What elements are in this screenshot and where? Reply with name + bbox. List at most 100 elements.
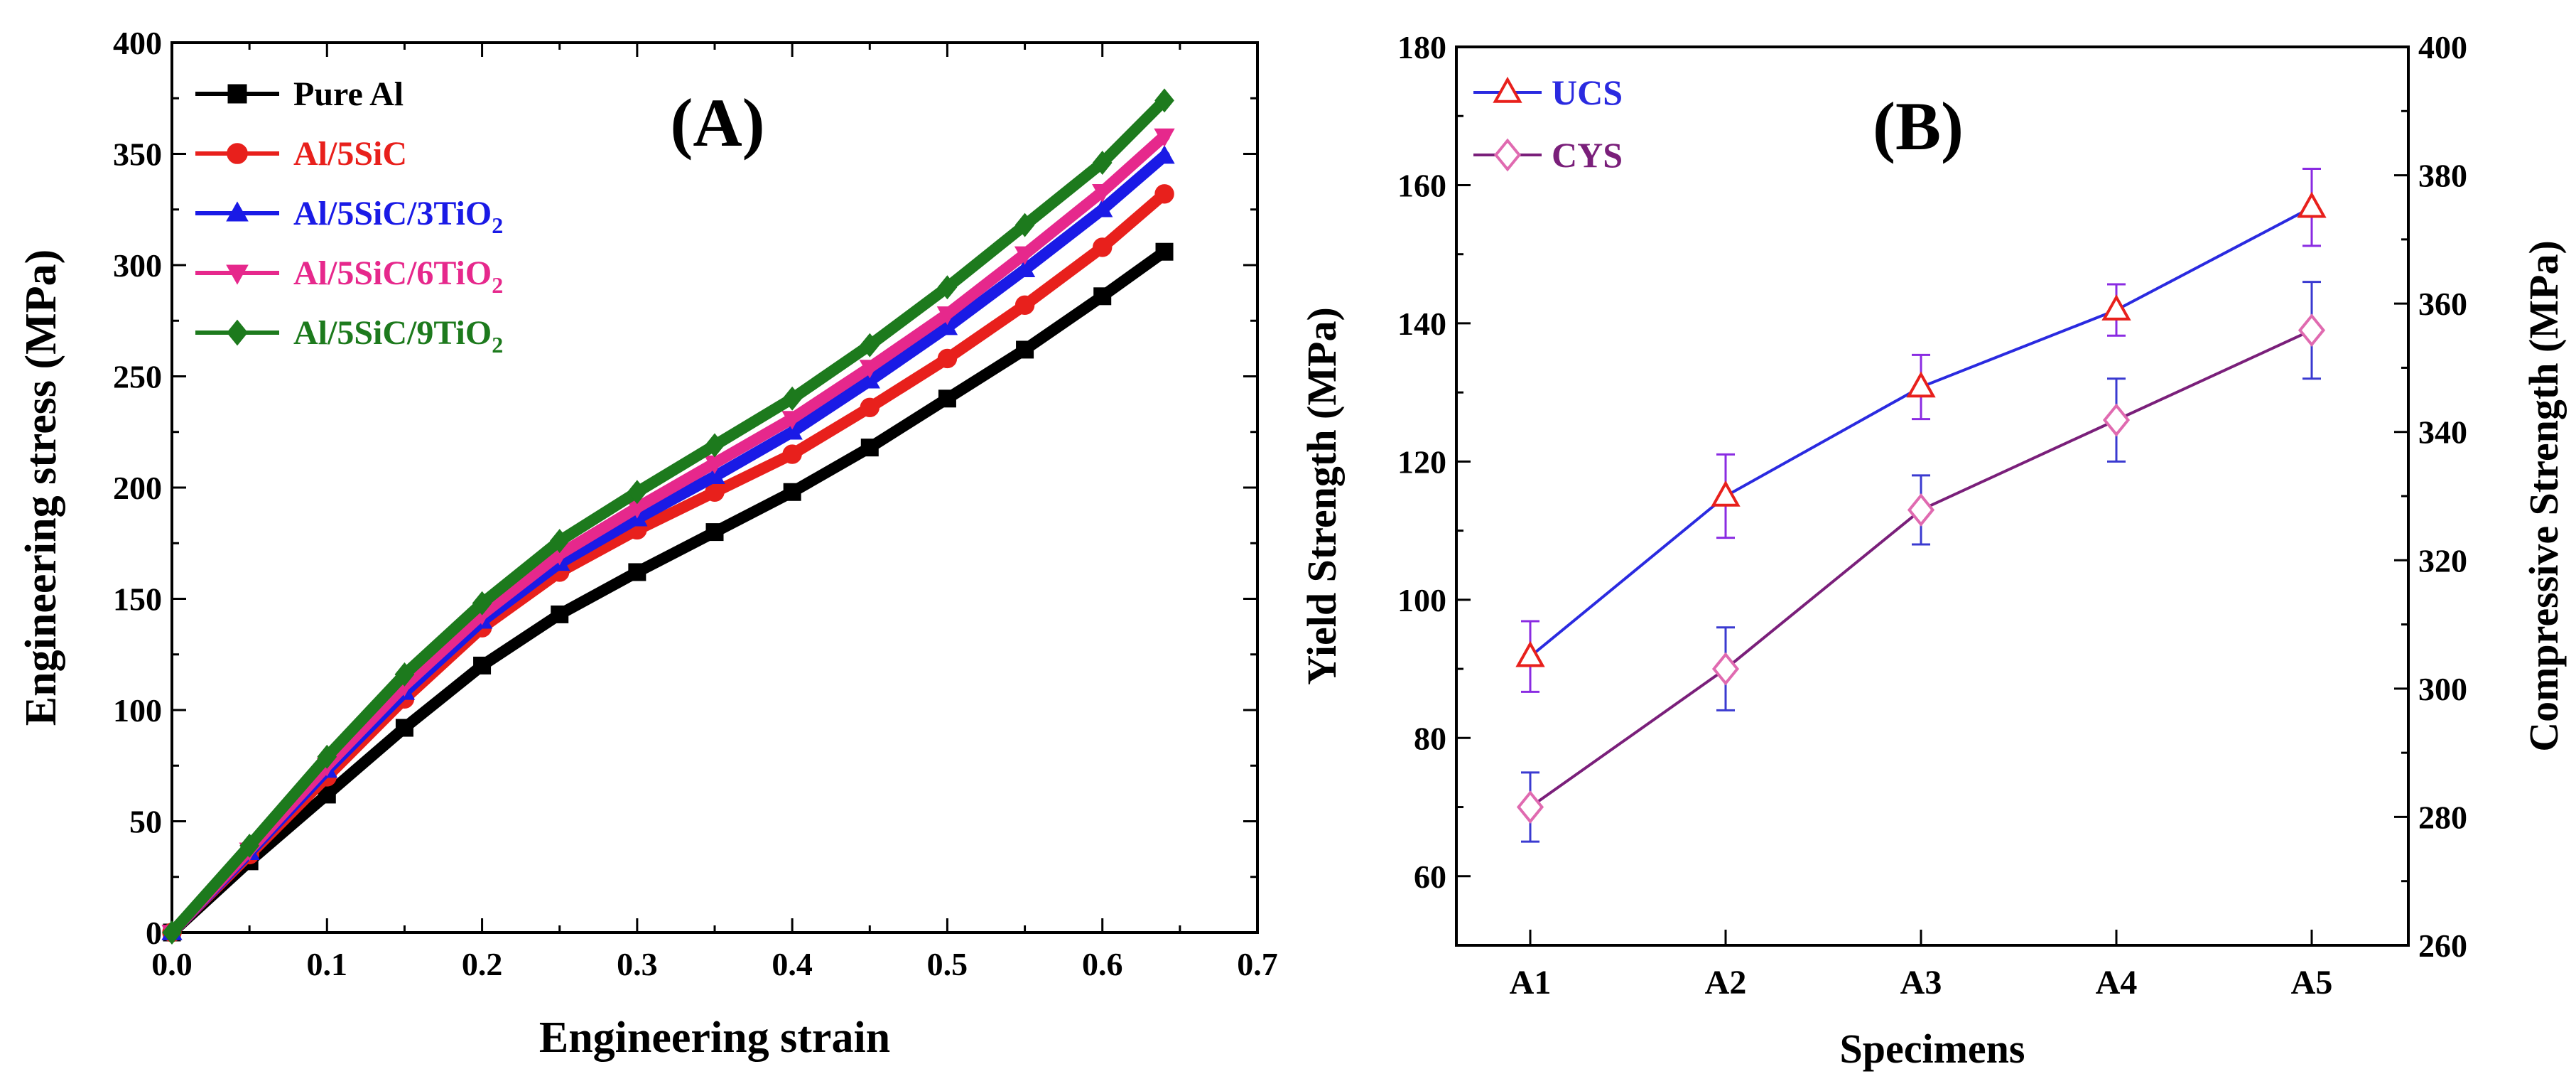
data-point-a-0 xyxy=(1016,340,1034,359)
y-tick-label-left-b: 100 xyxy=(1397,582,1446,618)
data-point-a-0 xyxy=(473,656,492,675)
data-point-a-0 xyxy=(860,439,879,457)
legend-marker-b xyxy=(1493,76,1522,103)
x-tick-label-a: 0.5 xyxy=(927,946,968,982)
series-line-b-0 xyxy=(1529,205,2312,658)
data-point-a-2 xyxy=(1154,145,1175,164)
data-point-b-1 xyxy=(2298,313,2326,348)
panel-b: A1 A2 A3 A4 A5 60 80 100 120 140 160 180 260 280 300 32… xyxy=(1299,29,2567,1072)
data-point-a-1 xyxy=(1014,295,1035,316)
y-tick-label-right-b: 320 xyxy=(2418,542,2467,579)
data-point-a-4 xyxy=(782,386,802,411)
panel-label-b: (B) xyxy=(1873,88,1964,164)
x-tick-label-a: 0.2 xyxy=(462,946,503,982)
legend-label-a: Al/5SiC/9TiO2 xyxy=(293,314,503,358)
data-point-b-0 xyxy=(2101,294,2131,321)
y-tick-label-left-b: 120 xyxy=(1397,444,1446,480)
series-line-a-3 xyxy=(166,130,1170,938)
data-point-a-4 xyxy=(627,480,647,505)
x-axis-label-a: Engineering strain xyxy=(539,1014,890,1062)
y-tick-label-right-b: 300 xyxy=(2418,671,2467,707)
y-tick-label-a: 250 xyxy=(113,359,162,395)
legend-marker-a xyxy=(226,264,249,285)
data-point-a-4 xyxy=(937,275,958,300)
data-point-a-4 xyxy=(1014,213,1035,237)
data-point-b-1 xyxy=(1711,652,1740,686)
data-point-a-1 xyxy=(1093,237,1113,257)
x-tick-label-a: 0.6 xyxy=(1082,946,1123,982)
data-point-a-0 xyxy=(1155,242,1174,261)
data-point-a-4 xyxy=(549,529,570,554)
data-point-a-1 xyxy=(782,444,802,464)
y-axis-label-right-b: Compressive Strength (MPa) xyxy=(2521,240,2567,752)
legend-marker-b xyxy=(1493,138,1522,172)
data-point-b-1 xyxy=(1907,493,1935,527)
data-point-a-3 xyxy=(1092,184,1113,203)
data-point-a-0 xyxy=(938,389,956,408)
legend-label-subscript-a: 2 xyxy=(492,213,503,238)
data-point-a-4 xyxy=(317,744,337,769)
y-tick-label-a: 300 xyxy=(113,247,162,284)
data-point-a-4 xyxy=(860,333,880,358)
plot-frame-b xyxy=(1455,45,2410,947)
data-point-a-0 xyxy=(783,483,801,501)
data-point-a-2 xyxy=(1014,258,1036,277)
x-tick-label-b: A4 xyxy=(2096,964,2138,1001)
data-point-a-1 xyxy=(937,348,958,369)
data-point-a-4 xyxy=(394,662,415,687)
data-point-a-3 xyxy=(1014,246,1036,265)
data-point-a-2 xyxy=(1092,198,1113,217)
data-point-a-4 xyxy=(1092,151,1113,176)
y-tick-label-right-b: 380 xyxy=(2418,158,2467,194)
y-tick-label-a: 400 xyxy=(113,25,162,61)
data-point-a-2 xyxy=(781,421,803,440)
data-point-a-4 xyxy=(162,920,182,945)
y-tick-label-left-b: 140 xyxy=(1397,306,1446,342)
data-point-a-4 xyxy=(239,833,259,858)
data-point-b-1 xyxy=(1516,790,1544,824)
data-point-a-3 xyxy=(936,306,958,326)
x-tick-label-b: A1 xyxy=(1510,964,1552,1001)
data-point-a-1 xyxy=(860,397,880,418)
legend-label-a: Al/5SiC/6TiO2 xyxy=(293,254,503,298)
legend-label-subscript-a: 2 xyxy=(492,332,503,358)
data-point-b-0 xyxy=(1515,640,1545,667)
data-point-b-1 xyxy=(2102,403,2131,437)
legend-label-a: Al/5SiC/3TiO2 xyxy=(293,195,503,238)
data-point-a-2 xyxy=(704,465,725,485)
data-point-a-3 xyxy=(859,360,880,379)
series-line-a-0 xyxy=(166,246,1170,938)
y-tick-label-right-b: 280 xyxy=(2418,799,2467,835)
y-tick-label-a: 150 xyxy=(113,581,162,618)
x-tick-label-a: 0.1 xyxy=(307,946,348,982)
y-tick-label-a: 200 xyxy=(113,470,162,506)
data-point-b-0 xyxy=(2297,191,2327,218)
legend-label-subscript-a: 2 xyxy=(492,272,503,298)
legend-marker-a xyxy=(227,143,248,164)
y-axis-label-left-b: Yield Strength (MPa) xyxy=(1299,307,1345,685)
panel-a: 0.0 0.1 0.2 0.3 0.4 0.5 0.6 0.7 0 50 100 150 200 250 3… xyxy=(17,25,1278,1062)
legend-label-b: CYS xyxy=(1552,135,1623,175)
legend-marker-a xyxy=(227,84,247,104)
data-point-a-1 xyxy=(1154,184,1174,204)
y-tick-label-right-b: 340 xyxy=(2418,414,2467,451)
x-axis-label-b: Specimens xyxy=(1840,1026,2025,1072)
y-tick-label-right-b: 400 xyxy=(2418,29,2467,65)
y-tick-label-a: 0 xyxy=(146,915,162,951)
y-tick-label-left-b: 180 xyxy=(1397,29,1446,65)
y-tick-label-right-b: 260 xyxy=(2418,928,2467,964)
data-point-a-0 xyxy=(551,605,569,623)
y-tick-label-left-b: 60 xyxy=(1414,859,1446,895)
x-tick-label-a: 0.3 xyxy=(617,946,658,982)
data-point-a-4 xyxy=(1154,88,1174,113)
panel-label-a: (A) xyxy=(670,85,764,161)
x-tick-label-a: 0.0 xyxy=(151,946,193,982)
x-tick-label-a: 0.4 xyxy=(772,946,813,982)
x-tick-label-b: A3 xyxy=(1900,964,1942,1001)
y-tick-label-left-b: 80 xyxy=(1414,720,1446,756)
legend-marker-a xyxy=(226,201,249,222)
legend-label-a: Al/5SiC xyxy=(293,135,407,173)
y-tick-label-a: 50 xyxy=(129,804,162,840)
x-tick-label-b: A2 xyxy=(1705,964,1747,1001)
